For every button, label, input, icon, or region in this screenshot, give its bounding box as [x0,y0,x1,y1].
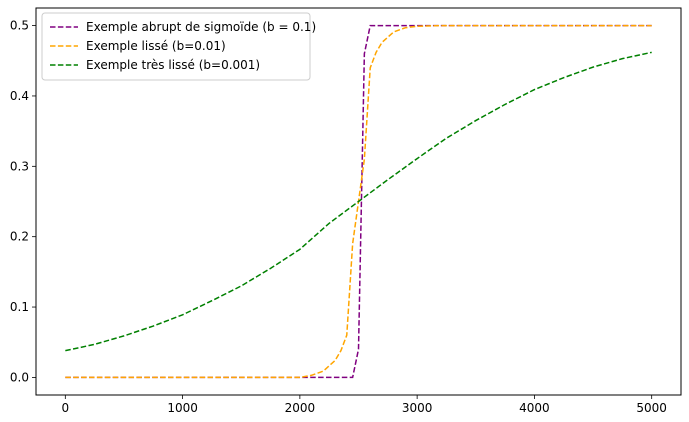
series-line-3 [65,51,652,352]
y-tick-label: 0.0 [10,370,29,384]
legend-label-2: Exemple lissé (b=0.01) [86,39,226,53]
y-tick-label: 0.4 [10,89,29,103]
legend-box [41,12,311,81]
x-axis: 0 1000 2000 3000 4000 5000 [61,395,667,415]
x-tick-label: 5000 [636,401,667,415]
plot-frame [35,7,682,396]
x-tick-label: 4000 [519,401,550,415]
x-tick-label: 3000 [402,401,433,415]
legend-label-3: Exemple très lissé (b=0.001) [86,58,260,72]
x-tick-label: 1000 [167,401,198,415]
series-layer [65,24,652,379]
legend: Exemple abrupt de sigmoïde (b = 0.1) Exem… [41,12,316,81]
y-axis: 0.0 0.1 0.2 0.3 0.4 0.5 [10,19,36,384]
x-tick-label: 2000 [285,401,316,415]
y-tick-label: 0.1 [10,300,29,314]
legend-label-1: Exemple abrupt de sigmoïde (b = 0.1) [86,20,316,34]
y-tick-label: 0.2 [10,230,29,244]
y-tick-label: 0.5 [10,19,29,33]
x-tick-label: 0 [61,401,69,415]
y-tick-label: 0.3 [10,159,29,173]
